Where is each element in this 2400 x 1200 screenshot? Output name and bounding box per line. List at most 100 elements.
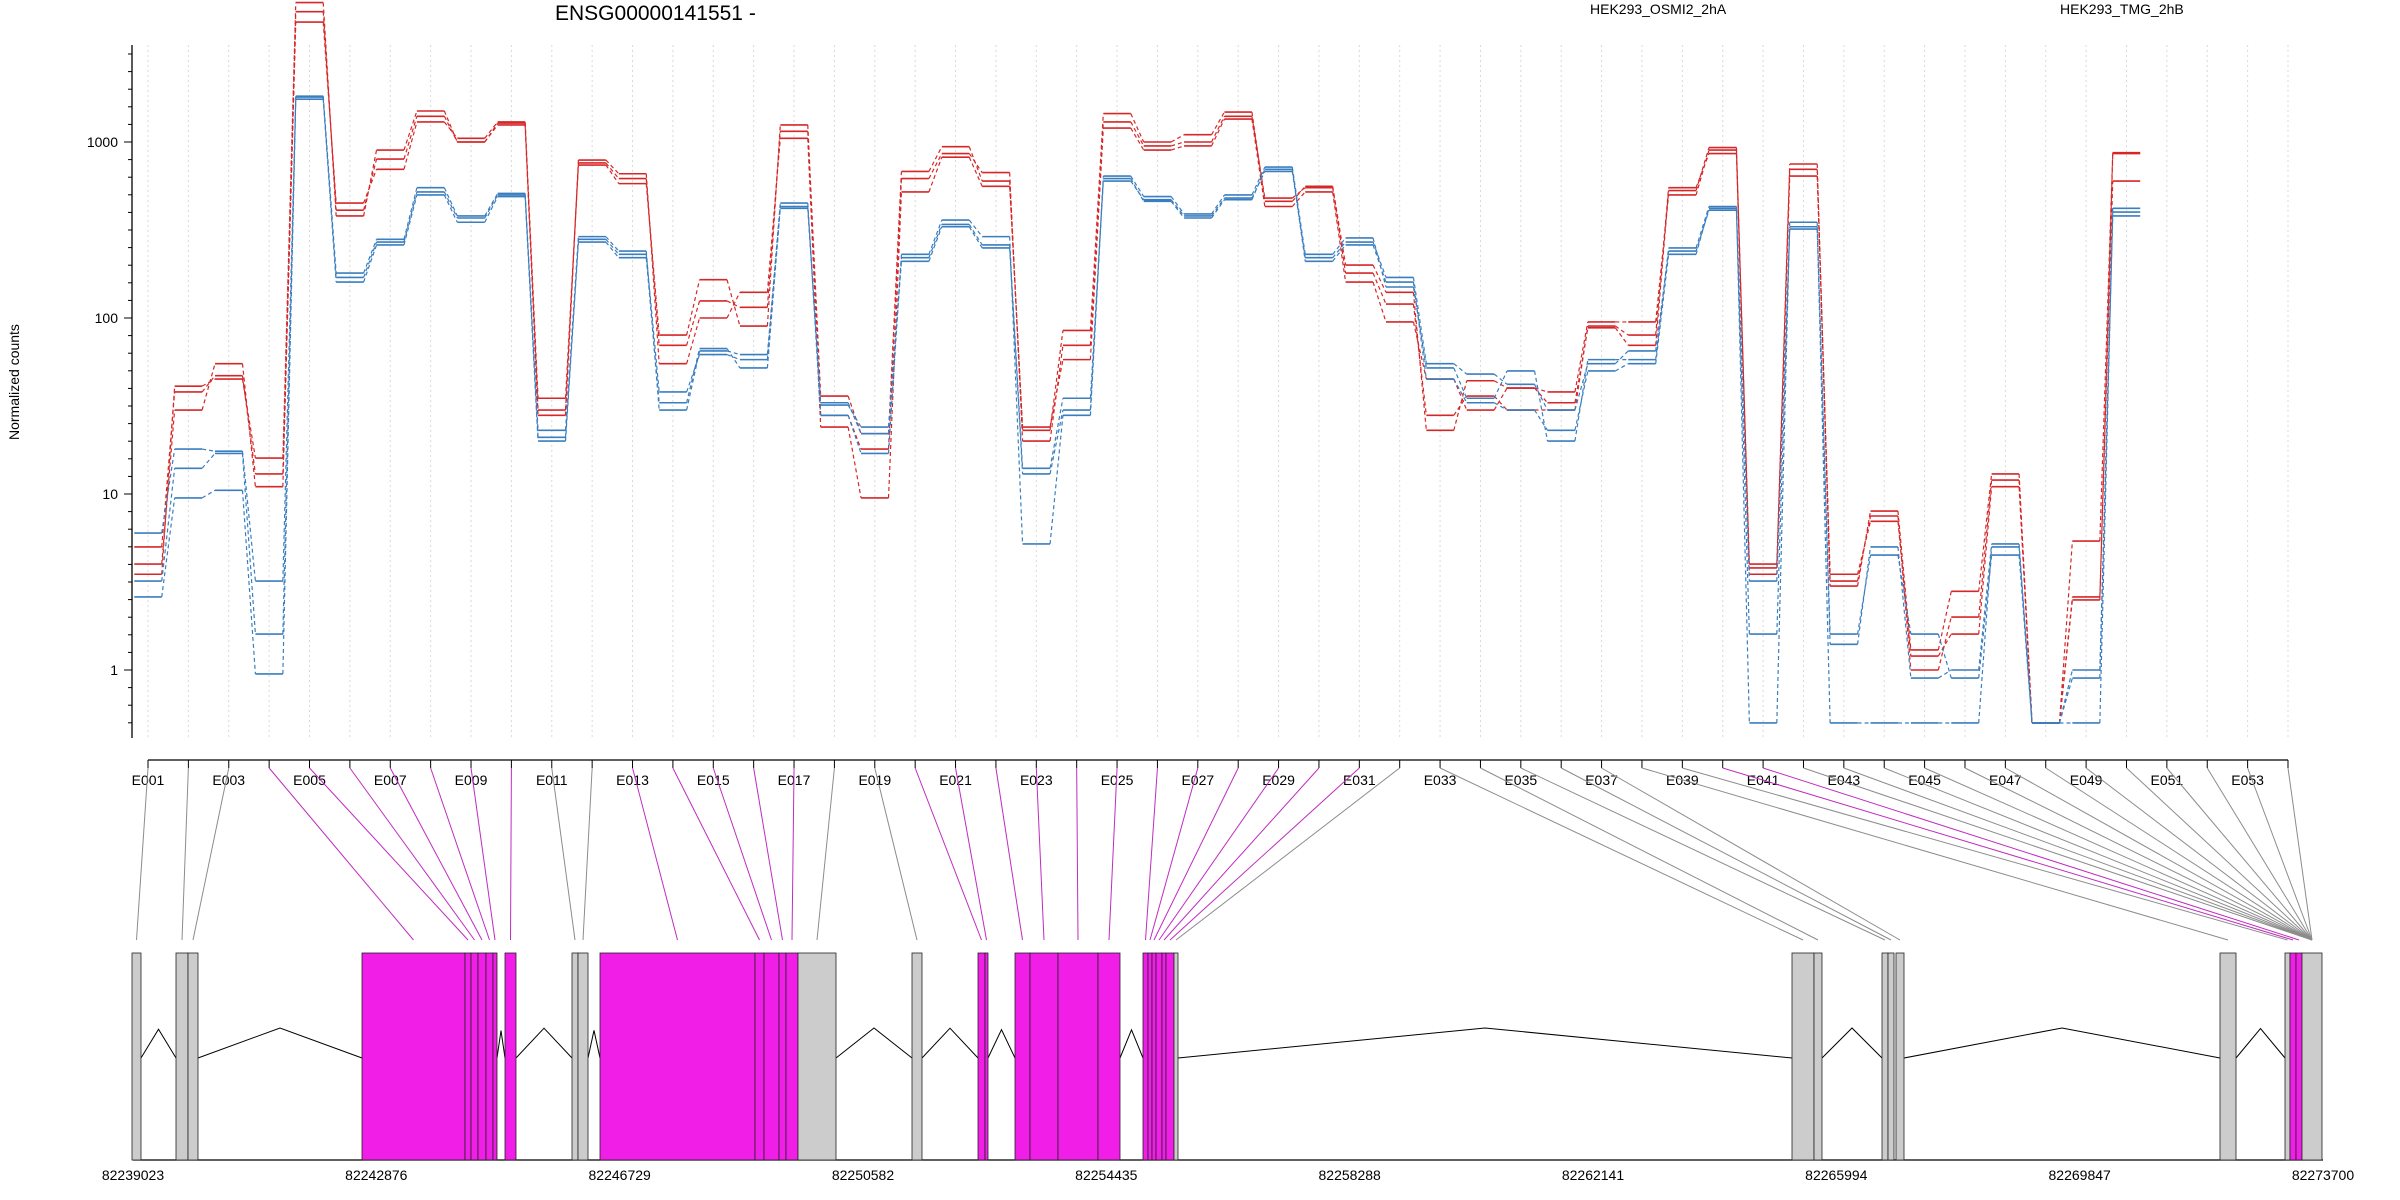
connector-line	[1493, 370, 1508, 399]
connector-line	[645, 251, 660, 411]
intron	[587, 1030, 601, 1059]
connector-line	[1937, 633, 1952, 679]
x-tick-label: E037	[1585, 772, 1618, 788]
connector-line	[282, 99, 297, 635]
exon-connector	[430, 767, 490, 941]
exon-differential	[464, 952, 472, 1161]
connector-line	[1412, 281, 1427, 380]
series-lines	[134, 1, 2141, 724]
connector-line	[484, 193, 499, 217]
connector-line	[403, 194, 418, 246]
connector-line	[1453, 378, 1468, 404]
connector-line	[1009, 186, 1024, 428]
connector-line	[1776, 176, 1791, 568]
connector-line	[282, 11, 297, 474]
connector-line	[1332, 241, 1347, 259]
connector-line	[1130, 178, 1145, 202]
exon-connector	[1560, 767, 1892, 941]
connector-line	[443, 121, 458, 139]
connector-line	[1614, 327, 1629, 346]
connector-line	[2058, 669, 2073, 724]
exon-connector	[349, 767, 475, 941]
series-hek293-tmg-2hb-5	[134, 95, 2141, 724]
connector-line	[686, 317, 701, 364]
intron	[987, 1028, 1016, 1059]
x-axis: E001 E003 E005 E007 E009 E011 E013 E015 E017 E019…	[132, 759, 2289, 788]
connector-line	[443, 110, 458, 143]
connector-line	[1453, 378, 1468, 411]
exon-connector	[1884, 767, 2313, 941]
connector-line	[1574, 363, 1589, 411]
connector-line	[726, 292, 741, 319]
connector-line	[766, 131, 781, 308]
intron	[1177, 1027, 1793, 1059]
exon-connector	[1153, 767, 1239, 941]
x-tick-label: E053	[2231, 772, 2264, 788]
connector-line	[524, 193, 539, 431]
exon-connector	[753, 767, 783, 941]
exon-connector	[2206, 767, 2313, 941]
connector-line	[1049, 398, 1064, 469]
connector-line	[564, 236, 580, 431]
coordinate-label: 82265994	[1805, 1167, 1868, 1183]
exon-differential	[504, 952, 517, 1161]
connector-line	[928, 153, 943, 179]
connector-line	[1291, 187, 1306, 199]
connector-line	[363, 149, 378, 217]
exon-connector	[268, 767, 414, 941]
connector-line	[1978, 480, 1993, 618]
connector-line	[1009, 236, 1024, 545]
x-tick-label: E009	[455, 772, 488, 788]
exon	[577, 952, 589, 1161]
connector-line	[887, 261, 903, 428]
connector-line	[645, 173, 660, 364]
y-tick-label: 1000	[87, 134, 118, 150]
connector-line	[887, 254, 903, 454]
connector-line	[564, 164, 580, 399]
connector-line	[645, 254, 660, 393]
exon-connector	[582, 767, 593, 941]
exon-differential	[1057, 952, 1099, 1161]
y-axis: 1 10 100 1000	[87, 45, 133, 738]
connector-line	[1372, 241, 1387, 278]
x-tick-label: E007	[374, 772, 407, 788]
exon	[1791, 952, 1815, 1161]
exon-differential	[599, 952, 756, 1161]
exon-connector	[1439, 767, 1804, 941]
x-tick-label: E015	[697, 772, 730, 788]
exon-connector	[2126, 767, 2313, 941]
connector-line	[1130, 121, 1145, 147]
x-tick-label: E011	[536, 772, 568, 788]
connector-line	[847, 404, 862, 428]
connector-line	[605, 241, 620, 259]
connector-line	[1049, 409, 1064, 475]
connector-line	[1735, 206, 1750, 723]
connector-line	[282, 2, 297, 459]
exon-connector	[2045, 767, 2313, 941]
connector-line	[1937, 633, 1952, 657]
x-tick-label: E021	[939, 772, 972, 788]
connector-line	[363, 239, 378, 274]
exon-differential	[361, 952, 466, 1161]
connector-line	[403, 191, 418, 243]
connector-line	[968, 156, 983, 187]
intron	[2235, 1027, 2286, 1059]
connector-line	[928, 146, 943, 172]
connector-line	[1856, 521, 1872, 575]
connector-line	[1251, 118, 1266, 207]
connector-line	[524, 196, 539, 442]
connector-line	[1776, 229, 1791, 582]
exon-differential	[778, 952, 787, 1161]
connector-line	[1130, 180, 1145, 201]
x-tick-label: E045	[1908, 772, 1941, 788]
exon-connector	[874, 767, 918, 941]
connector-line	[1130, 127, 1145, 151]
connector-line	[1412, 321, 1427, 380]
exon	[2219, 952, 2237, 1161]
connector-line	[1251, 166, 1266, 196]
exon-connector	[1803, 767, 2313, 941]
exon	[911, 952, 923, 1161]
connector-line	[1453, 380, 1468, 431]
connector-line	[1372, 272, 1387, 305]
series-hek293-osmi2-2ha-0	[134, 10, 2141, 724]
